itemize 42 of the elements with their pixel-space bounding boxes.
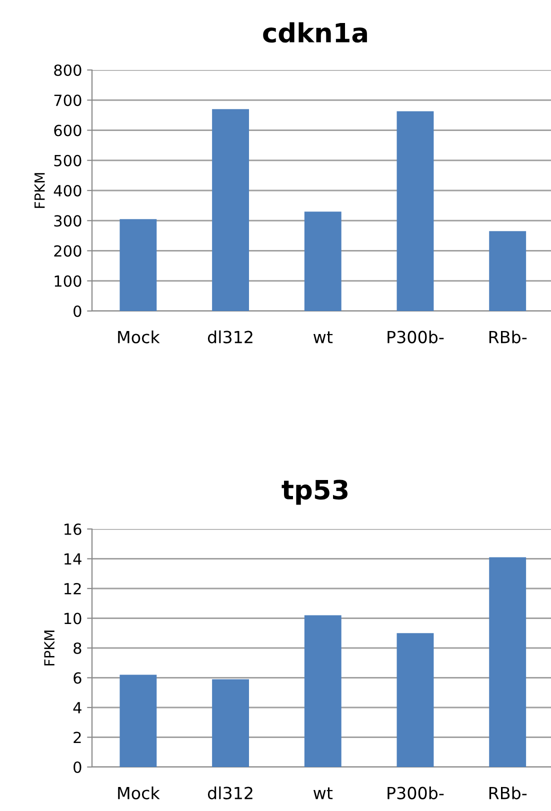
x-tick-label: RBb- — [489, 786, 527, 800]
y-tick-label: 500 — [54, 154, 82, 166]
y-tick-label: 600 — [54, 124, 82, 136]
y-tick-label: 200 — [54, 245, 82, 257]
y-axis-title: FPKM — [34, 173, 45, 208]
y-tick-label: 10 — [64, 612, 82, 624]
y-tick-label: 12 — [64, 582, 81, 594]
y-tick-label: 2 — [74, 732, 81, 744]
x-tick-label: Mock — [118, 330, 160, 344]
x-tick-label: Mock — [118, 786, 160, 800]
x-tick-label: RBb- — [489, 330, 527, 344]
y-tick-label: 0 — [74, 761, 82, 774]
bar — [120, 219, 157, 311]
y-tick-label: 6 — [74, 672, 82, 684]
y-tick-label: 4 — [73, 702, 82, 714]
y-tick-label: 100 — [54, 275, 82, 287]
y-tick-label: 400 — [54, 184, 82, 197]
x-tick-label: dl312 — [208, 330, 252, 344]
y-tick-label: 700 — [54, 94, 82, 106]
x-tick-label: dl312 — [208, 786, 252, 800]
y-axis-title: FPKM — [44, 630, 54, 666]
bar — [120, 674, 157, 767]
bar — [304, 615, 342, 767]
bar — [212, 109, 249, 311]
chart-title: tp53 — [282, 480, 348, 505]
x-tick-label: P300b- — [388, 330, 444, 344]
bar — [489, 231, 526, 311]
bar — [304, 212, 342, 311]
y-tick-label: 800 — [54, 64, 82, 76]
bar — [396, 111, 434, 311]
bar — [396, 633, 434, 767]
y-tick-label: 8 — [74, 642, 82, 654]
y-tick-label: 14 — [64, 553, 82, 565]
y-tick-label: 300 — [54, 215, 82, 227]
x-tick-label: wt — [314, 331, 333, 344]
x-tick-label: P300b- — [388, 786, 444, 800]
bar — [489, 557, 526, 767]
bar — [212, 679, 249, 767]
chart-title: cdkn1a — [263, 22, 367, 43]
y-tick-label: 16 — [64, 523, 82, 536]
x-tick-label: wt — [314, 787, 333, 800]
y-tick-label: 0 — [74, 305, 82, 318]
